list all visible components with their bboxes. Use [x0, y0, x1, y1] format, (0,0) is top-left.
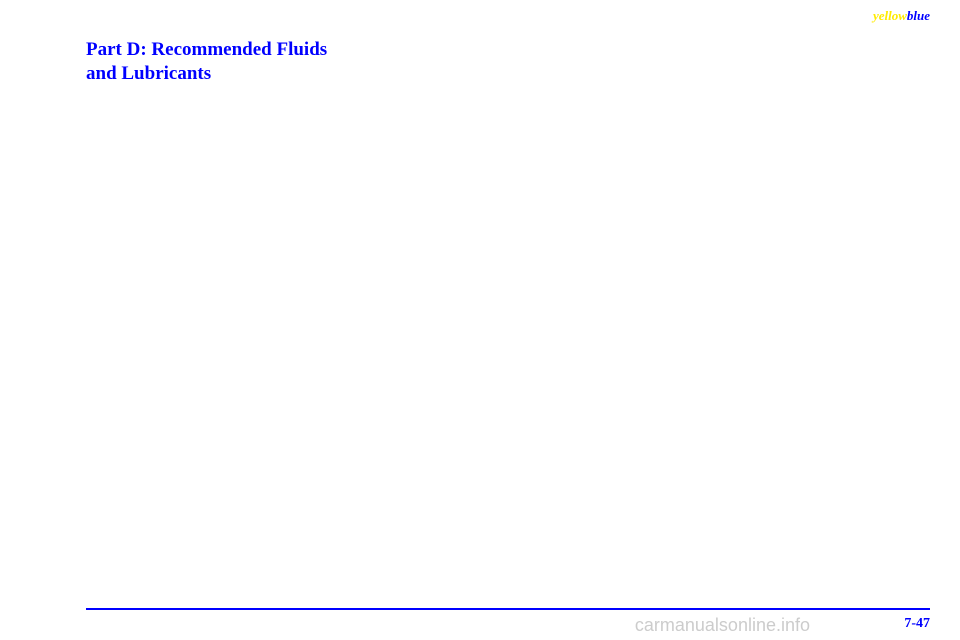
brand-blue-text: blue	[907, 8, 930, 23]
title-line-1: Part D: Recommended Fluids	[86, 38, 327, 62]
title-line-2: and Lubricants	[86, 62, 327, 86]
section-title: Part D: Recommended Fluids and Lubricant…	[86, 38, 327, 86]
page-number: 7-47	[904, 616, 930, 632]
header-brand: yellowblue	[873, 8, 930, 24]
watermark-text: carmanualsonline.info	[635, 615, 810, 636]
footer-divider	[86, 608, 930, 610]
brand-yellow-text: yellow	[873, 8, 907, 23]
